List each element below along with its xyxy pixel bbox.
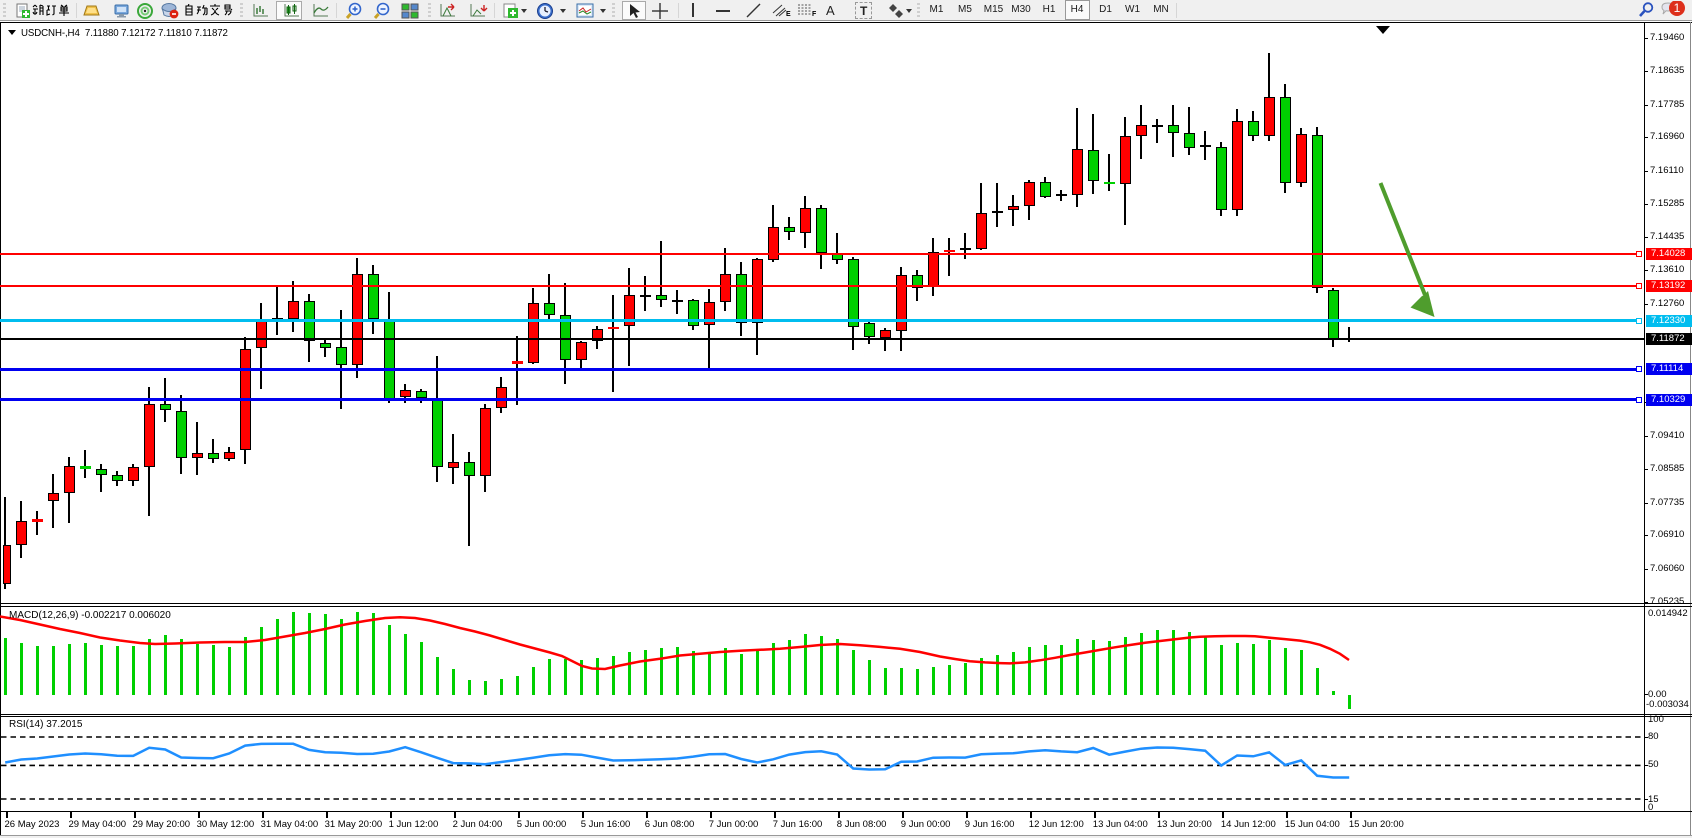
svg-text:1: 1: [1674, 1, 1681, 15]
